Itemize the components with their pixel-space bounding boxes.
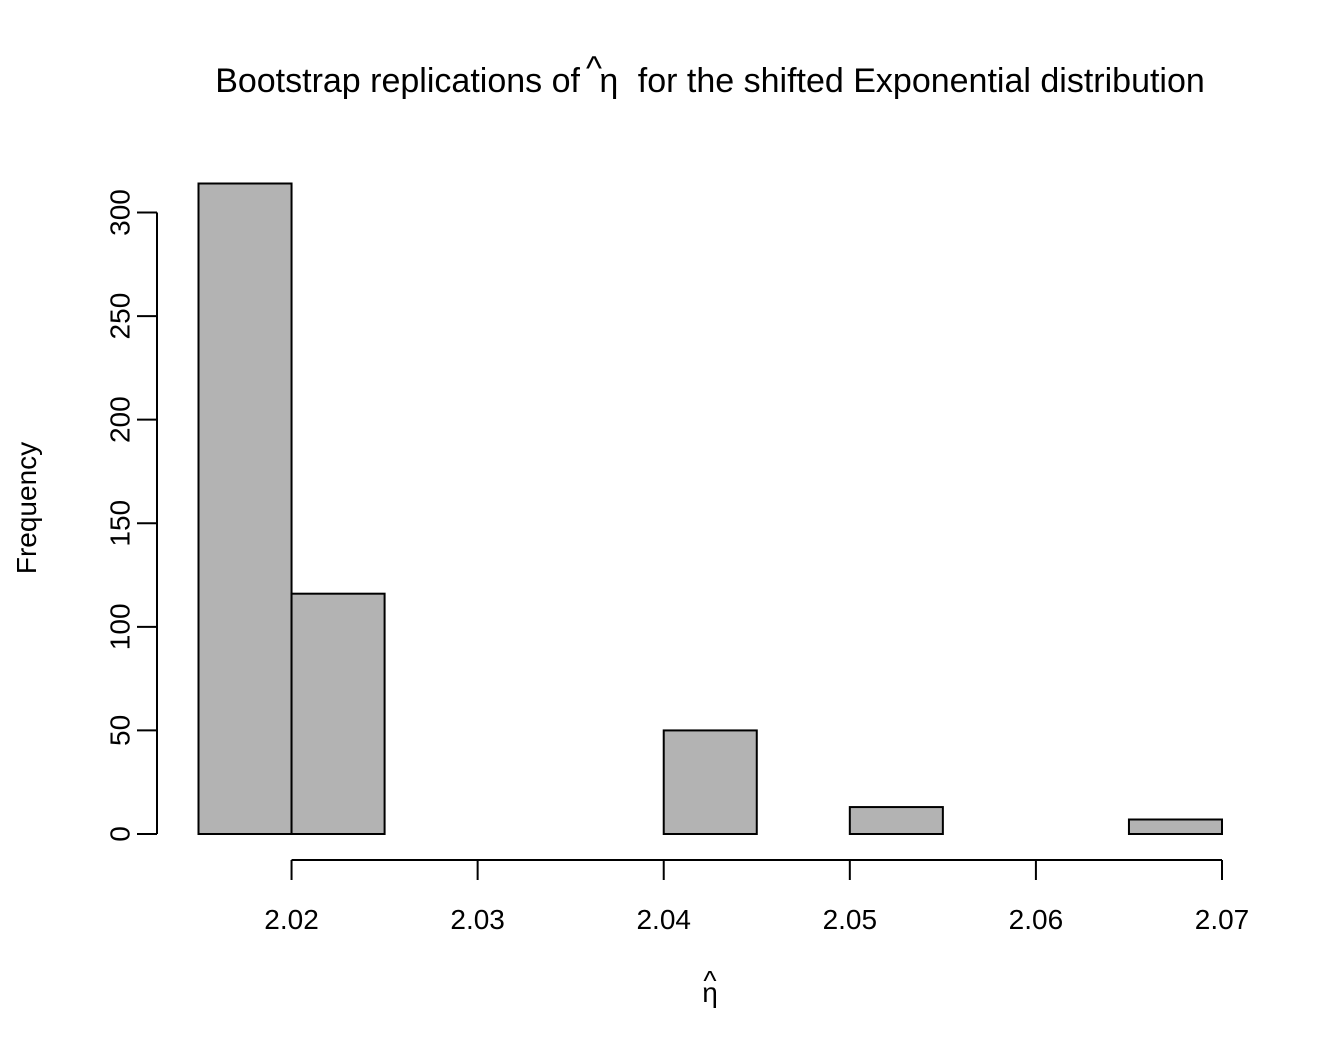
x-tick-label: 2.05 — [823, 904, 878, 935]
y-tick-label: 100 — [105, 603, 136, 650]
x-tick-label: 2.04 — [636, 904, 691, 935]
x-axis: 2.02 2.03 2.04 2.05 2.06 2.07 — [264, 859, 1250, 935]
x-tick-label: 2.02 — [264, 904, 319, 935]
chart-title: Bootstrap replications of η for the shif… — [215, 62, 1205, 100]
histogram-bar-0 — [197, 182, 293, 835]
y-tick-label: 150 — [105, 500, 136, 547]
y-tick-label: 50 — [105, 715, 136, 746]
x-axis-label: η — [702, 977, 718, 1008]
histogram-bar-10 — [1127, 818, 1224, 836]
y-tick-label: 250 — [105, 293, 136, 340]
y-tick-label: 200 — [105, 396, 136, 443]
y-axis: 0 50 100 150 200 250 300 — [105, 189, 158, 842]
chart-title-prefix: Bootstrap replications of — [215, 62, 580, 100]
x-tick-label: 2.07 — [1195, 904, 1250, 935]
histogram-bar-1 — [290, 592, 386, 836]
chart-title-hat: ^ — [586, 50, 602, 88]
y-tick-label: 300 — [105, 189, 136, 236]
x-tick-label: 2.03 — [450, 904, 505, 935]
chart-title-suffix: for the shifted Exponential distribution — [638, 62, 1205, 100]
y-tick-label: 0 — [105, 826, 136, 842]
x-tick-label: 2.06 — [1009, 904, 1064, 935]
bars-group — [197, 182, 1224, 836]
chart-title-symbol: η — [599, 62, 618, 100]
histogram-bar-5 — [662, 729, 758, 835]
x-axis-label-hat: ^ — [703, 965, 716, 996]
y-axis-label: Frequency — [11, 442, 42, 574]
histogram-bar-7 — [848, 806, 944, 836]
